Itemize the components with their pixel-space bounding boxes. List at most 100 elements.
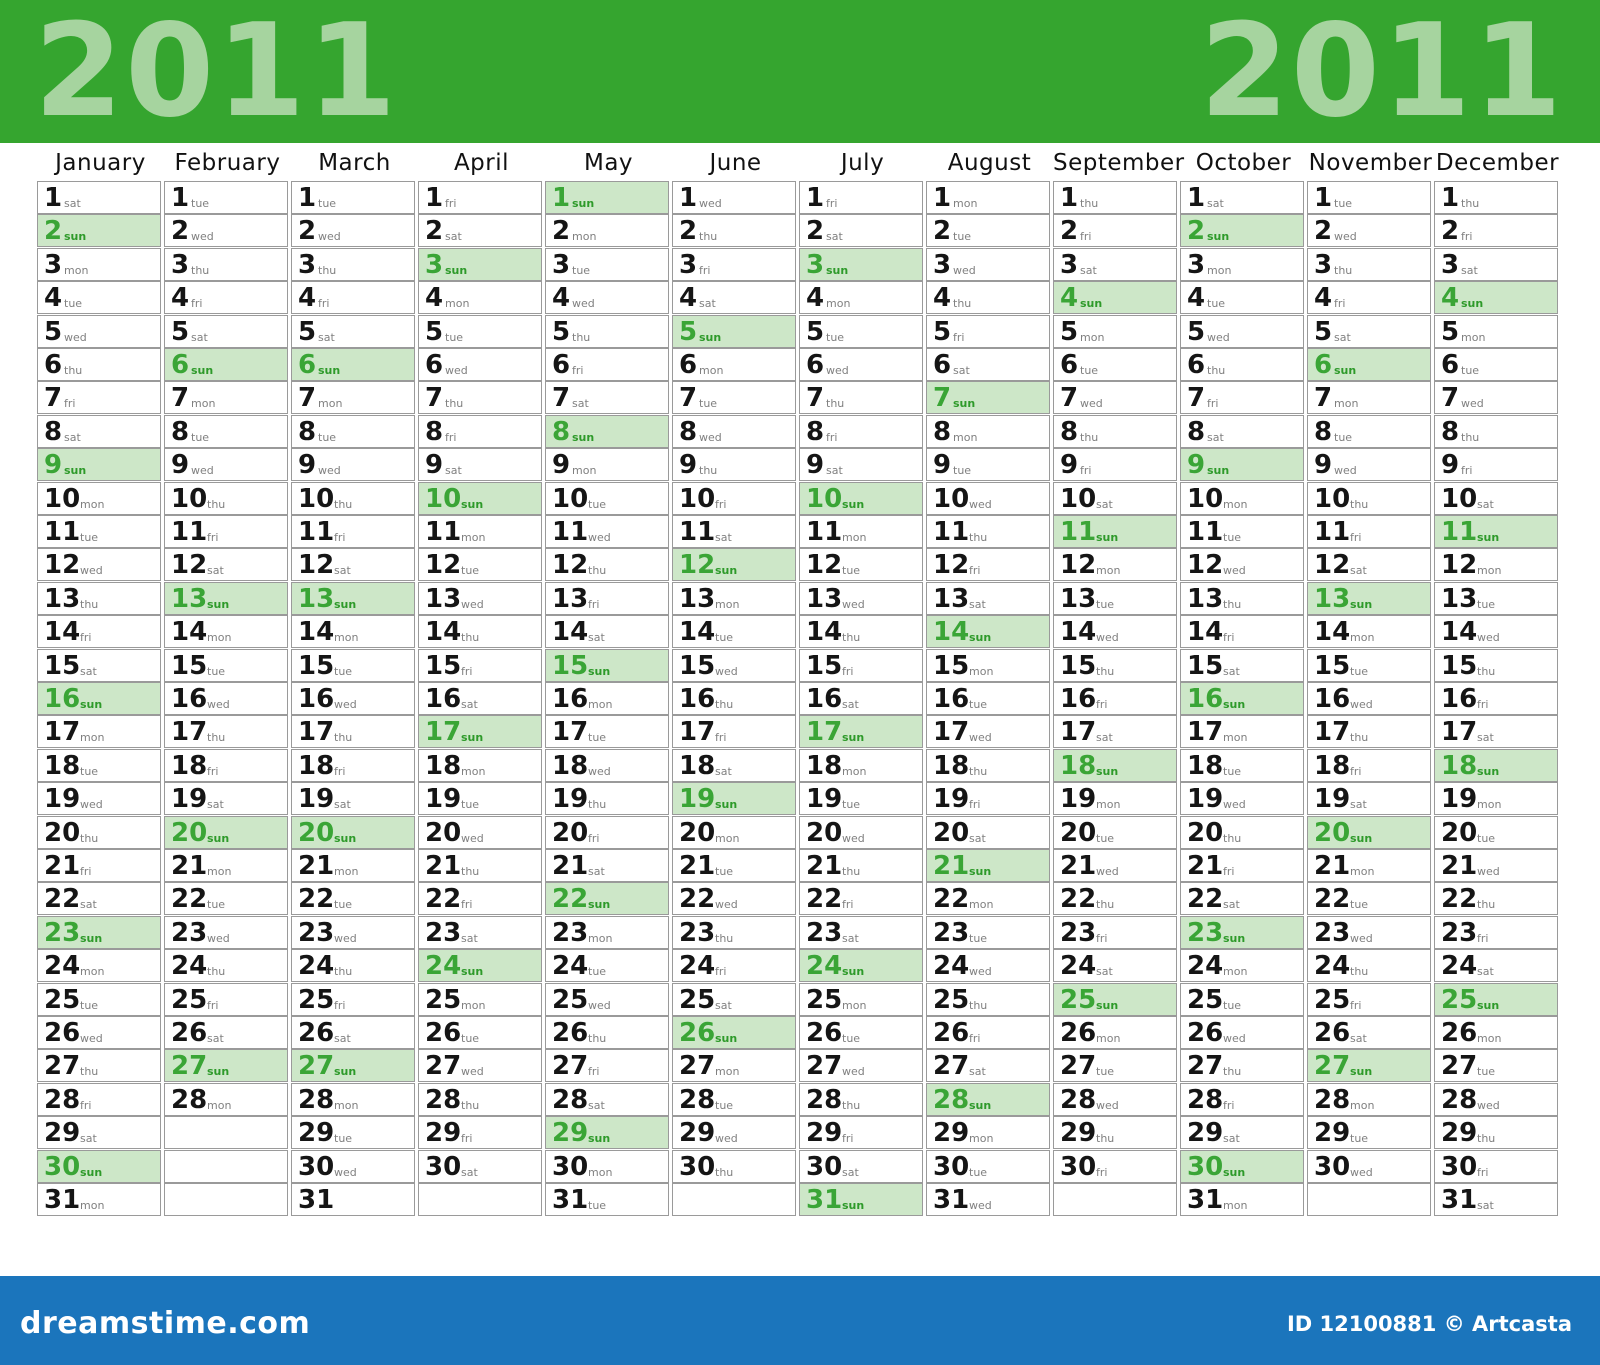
day-number: 19 bbox=[806, 784, 843, 815]
day-cell: 14 thu bbox=[418, 615, 542, 649]
empty-cell bbox=[164, 1183, 288, 1216]
day-cell: 31 mon bbox=[1180, 1183, 1304, 1216]
day-cell: 21 fri bbox=[37, 849, 161, 882]
day-number: 7 bbox=[1314, 383, 1333, 414]
day-cell: 19 mon bbox=[1053, 782, 1177, 816]
day-cell: 28 sat bbox=[545, 1082, 669, 1116]
day-number: 7 bbox=[679, 383, 698, 414]
day-number: 20 bbox=[298, 817, 335, 848]
day-cell: 2 fri bbox=[1053, 214, 1177, 248]
weekday-label: mon bbox=[1334, 397, 1359, 411]
day-cell: 26 tue bbox=[799, 1016, 923, 1049]
day-number: 14 bbox=[171, 617, 208, 648]
weekday-label: sun bbox=[842, 731, 865, 745]
day-cell: 24 thu bbox=[164, 949, 288, 983]
day-cell: 18 tue bbox=[1180, 748, 1304, 782]
day-cell: 3 mon bbox=[1180, 247, 1304, 281]
day-number: 22 bbox=[171, 884, 208, 915]
day-cell: 30 sun bbox=[37, 1149, 161, 1183]
day-cell: 4 fri bbox=[291, 281, 415, 315]
weekday-label: sat bbox=[1477, 731, 1494, 745]
day-cell: 22 wed bbox=[672, 882, 796, 916]
weekday-label: sun bbox=[1350, 831, 1373, 845]
day-number: 2 bbox=[1441, 216, 1460, 247]
day-number: 15 bbox=[171, 650, 208, 681]
weekday-label: thu bbox=[80, 831, 99, 845]
weekday-label: fri bbox=[1080, 464, 1092, 478]
empty-cell bbox=[418, 1183, 542, 1216]
day-number: 2 bbox=[679, 216, 698, 247]
day-cell: 9 sat bbox=[418, 448, 542, 482]
day-number: 18 bbox=[933, 750, 970, 781]
day-cell: 10 fri bbox=[672, 481, 796, 515]
day-number: 7 bbox=[552, 383, 571, 414]
day-cell: 11 fri bbox=[291, 515, 415, 548]
day-cell: 30 sat bbox=[418, 1149, 542, 1183]
weekday-label: thu bbox=[334, 497, 353, 511]
day-cell: 16 mon bbox=[545, 682, 669, 715]
weekday-label: wed bbox=[1350, 698, 1373, 711]
weekday-label: thu bbox=[1350, 497, 1369, 511]
weekday-label: tue bbox=[445, 330, 464, 344]
day-cell: 21 thu bbox=[418, 849, 542, 882]
weekday-label: wed bbox=[1096, 865, 1119, 878]
day-cell: 13 wed bbox=[418, 581, 542, 615]
weekday-label: sun bbox=[1350, 1065, 1373, 1079]
day-number: 25 bbox=[679, 984, 716, 1015]
weekday-label: sun bbox=[334, 831, 357, 845]
weekday-label: wed bbox=[1207, 330, 1230, 344]
empty-cell bbox=[1307, 1183, 1431, 1216]
day-number: 12 bbox=[1441, 550, 1478, 581]
day-number: 16 bbox=[1314, 684, 1351, 714]
day-number: 29 bbox=[806, 1118, 843, 1149]
weekday-label: thu bbox=[1223, 597, 1242, 611]
day-cell: 28 thu bbox=[799, 1082, 923, 1116]
day-number: 12 bbox=[1314, 550, 1351, 581]
day-cell: 10 sat bbox=[1053, 481, 1177, 515]
day-number: 4 bbox=[1060, 283, 1079, 314]
day-number: 20 bbox=[552, 817, 589, 848]
day-number: 20 bbox=[679, 817, 716, 848]
day-cell: 8 sat bbox=[1180, 414, 1304, 448]
day-number: 28 bbox=[171, 1084, 208, 1115]
day-cell: 16 sun bbox=[1180, 682, 1304, 715]
image-credit: ID 12100881 © Artcasta bbox=[1286, 1312, 1572, 1336]
day-cell: 1 thu bbox=[1053, 181, 1177, 214]
day-number: 2 bbox=[425, 216, 444, 247]
weekday-label: thu bbox=[1477, 664, 1496, 678]
day-cell: 29 sun bbox=[545, 1116, 669, 1150]
day-number: 27 bbox=[1060, 1051, 1097, 1082]
day-number: 4 bbox=[933, 283, 952, 314]
day-cell: 2 thu bbox=[672, 214, 796, 248]
weekday-label: fri bbox=[969, 564, 981, 578]
weekday-label: wed bbox=[207, 931, 230, 945]
weekday-label: sun bbox=[588, 898, 611, 912]
weekday-label: wed bbox=[588, 998, 611, 1012]
month-name-march: March bbox=[318, 150, 391, 176]
day-number: 16 bbox=[171, 684, 208, 714]
weekday-label: thu bbox=[1461, 197, 1480, 210]
day-cell: 22 thu bbox=[1053, 882, 1177, 916]
day-cell: 4 mon bbox=[799, 281, 923, 315]
day-cell: 1 fri bbox=[418, 181, 542, 214]
weekday-label: wed bbox=[1477, 865, 1500, 878]
day-number: 11 bbox=[425, 517, 462, 547]
day-number: 30 bbox=[1060, 1151, 1097, 1182]
weekday-label: tue bbox=[953, 464, 972, 478]
day-number: 1 bbox=[933, 183, 952, 213]
weekday-label: sat bbox=[842, 698, 859, 711]
day-number: 9 bbox=[44, 450, 63, 481]
day-cell: 25 sun bbox=[1053, 982, 1177, 1016]
day-cell: 16 wed bbox=[164, 682, 288, 715]
day-cell: 24 mon bbox=[1180, 949, 1304, 983]
day-number: 27 bbox=[1187, 1051, 1224, 1082]
weekday-label: wed bbox=[191, 230, 214, 244]
day-cell: 14 thu bbox=[799, 615, 923, 649]
day-number: 12 bbox=[44, 550, 81, 581]
weekday-label: fri bbox=[588, 831, 600, 845]
day-cell: 15 thu bbox=[1434, 648, 1558, 682]
weekday-label: sat bbox=[207, 564, 224, 578]
weekday-label: sun bbox=[207, 597, 230, 611]
day-number: 30 bbox=[298, 1151, 335, 1182]
weekday-label: sat bbox=[826, 230, 843, 244]
